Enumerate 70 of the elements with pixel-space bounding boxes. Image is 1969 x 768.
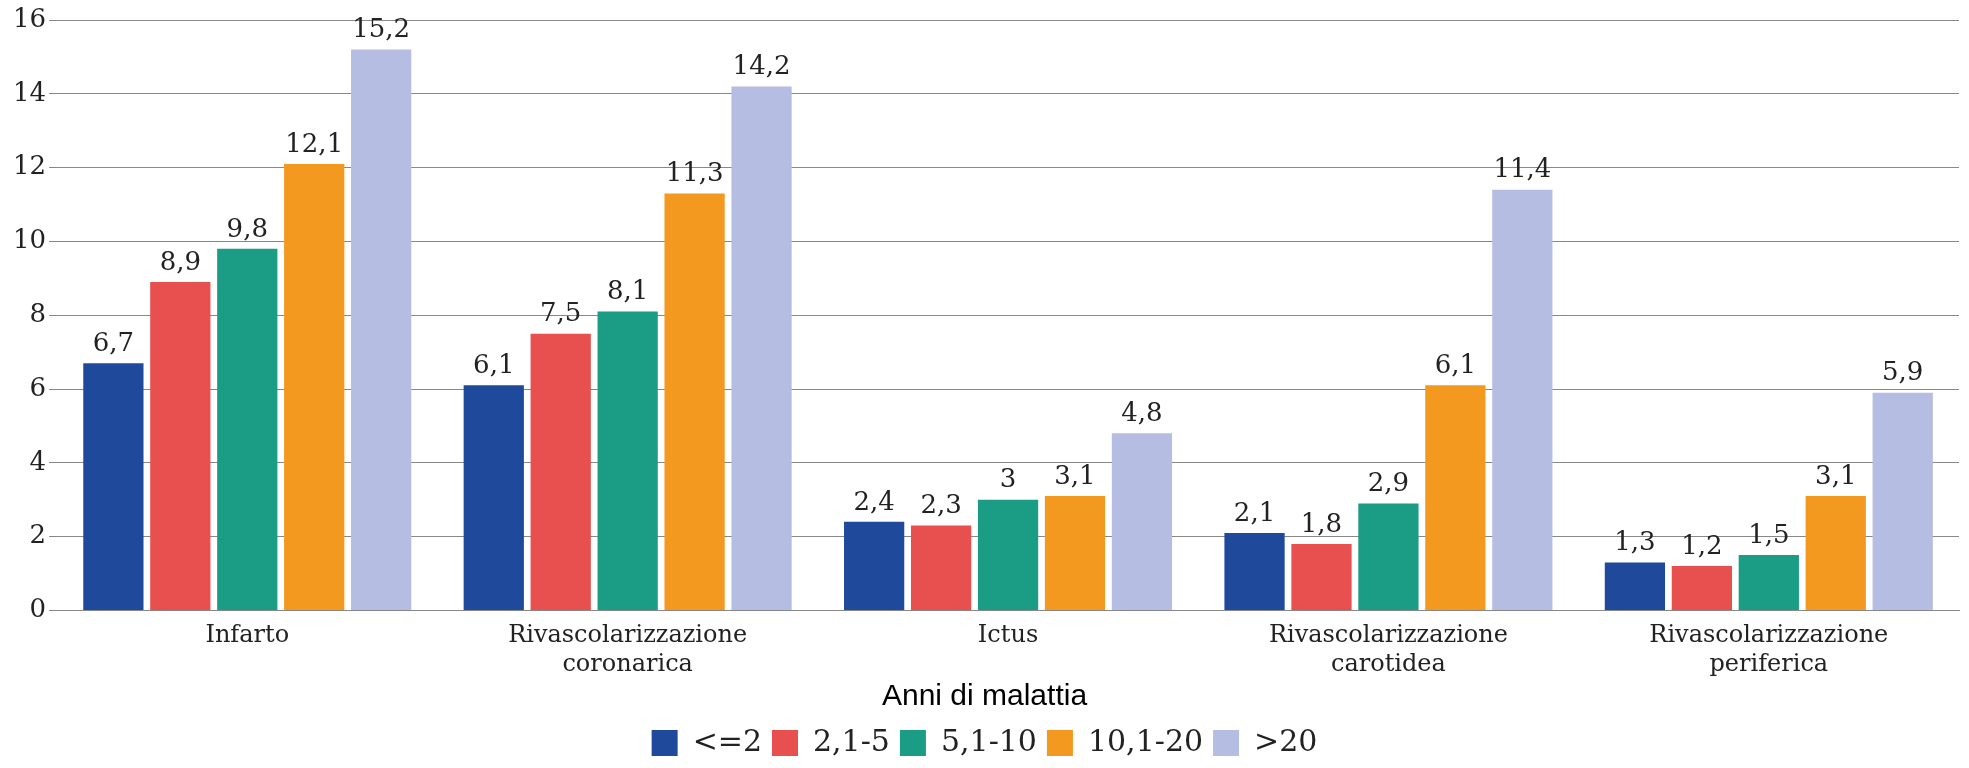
x-tick-label: Ictus	[977, 620, 1039, 649]
data-label: 5,9	[1882, 356, 1924, 387]
y-tick-label: 12	[12, 150, 47, 181]
y-tick-label: 14	[12, 76, 47, 107]
bar	[844, 521, 905, 610]
bar	[1872, 392, 1933, 610]
bar	[1805, 496, 1866, 610]
y-tick-label: 6	[29, 371, 47, 402]
data-label: 1,8	[1300, 507, 1343, 538]
bar	[731, 86, 792, 610]
data-label: 8,1	[606, 275, 649, 306]
data-label: 11,4	[1493, 153, 1552, 184]
data-label: 15,2	[352, 13, 411, 44]
y-tick-label: 0	[29, 593, 47, 624]
bar	[83, 363, 144, 610]
data-label: 6,7	[92, 326, 135, 357]
data-label: 1,3	[1614, 526, 1656, 557]
y-tick-label: 10	[12, 224, 47, 255]
legend-title: Anni di malattia	[881, 678, 1088, 712]
data-label: 3	[999, 463, 1017, 494]
data-label: 6,1	[473, 349, 515, 380]
bar	[977, 499, 1039, 610]
bar	[1425, 385, 1486, 610]
x-tick-label: Infarto	[205, 620, 290, 649]
bar	[1224, 532, 1285, 610]
data-label: 3,1	[1054, 459, 1096, 490]
data-label: 12,1	[285, 127, 344, 158]
legend-label: 5,1-10	[940, 722, 1037, 758]
data-label: 8,9	[159, 245, 202, 276]
data-label: 1,2	[1681, 529, 1723, 560]
bar	[1358, 503, 1419, 610]
data-label: 2,1	[1233, 496, 1276, 527]
y-tick-label: 4	[29, 445, 47, 476]
bar	[463, 385, 524, 610]
data-label: 14,2	[732, 50, 791, 81]
legend-label: 10,1-20	[1087, 722, 1204, 758]
data-label: 2,3	[920, 489, 962, 520]
data-label: 9,8	[226, 212, 268, 243]
legend-label: <=2	[692, 722, 763, 758]
data-label: 11,3	[665, 157, 724, 188]
data-label: 3,1	[1815, 459, 1857, 490]
bar	[530, 333, 591, 610]
bar	[1044, 496, 1106, 610]
data-label: 6,1	[1434, 349, 1477, 380]
legend-label: >20	[1254, 722, 1318, 758]
data-label: 2,4	[853, 485, 895, 516]
bar	[597, 311, 658, 610]
bar	[1492, 189, 1553, 610]
bar	[284, 163, 345, 610]
bar	[664, 193, 725, 610]
data-label: 2,9	[1367, 467, 1410, 498]
x-tick-label: Rivascolarizzazione coronarica	[508, 620, 748, 677]
bar	[351, 49, 412, 610]
bar	[1738, 555, 1799, 610]
y-tick-label: 2	[29, 519, 47, 550]
bar	[217, 248, 278, 610]
data-label: 1,5	[1748, 518, 1790, 549]
data-label: 4,8	[1121, 397, 1163, 428]
bar	[910, 525, 972, 610]
bar	[1111, 433, 1173, 610]
x-tick-label: Rivascolarizzazione carotidea	[1268, 620, 1508, 677]
y-tick-label: 16	[12, 2, 47, 33]
bar	[1604, 562, 1666, 610]
bar	[1291, 543, 1352, 610]
y-tick-label: 8	[29, 297, 47, 328]
legend-label: 2,1-5	[812, 722, 890, 758]
bar	[150, 281, 211, 610]
bar	[1671, 566, 1732, 610]
data-label: 7,5	[540, 297, 582, 328]
x-tick-label: Rivascolarizzazione periferica	[1649, 620, 1889, 677]
